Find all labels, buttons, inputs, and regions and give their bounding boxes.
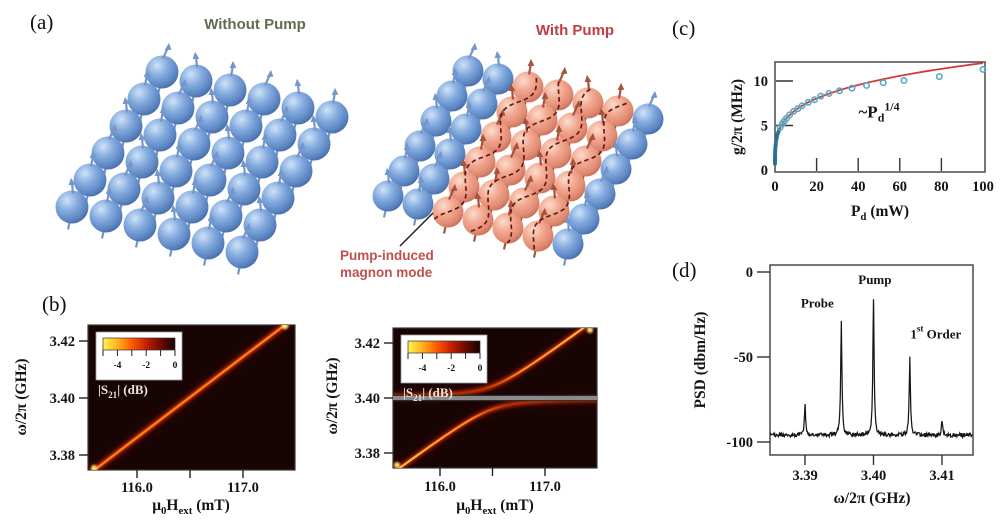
svg-text:-2: -2 — [142, 361, 150, 371]
svg-text:-4: -4 — [113, 361, 121, 371]
panel-a-label: (a) — [30, 10, 54, 34]
svg-text:PSD (dbm/Hz): PSD (dbm/Hz) — [692, 312, 709, 409]
svg-text:μ0Hext (mT): μ0Hext (mT) — [152, 497, 230, 517]
svg-text:-100: -100 — [726, 435, 753, 451]
svg-text:ω/2π (GHz): ω/2π (GHz) — [13, 358, 30, 435]
panel-b-heatmaps: -4 -2 0 |S21| (dB) 3.38 3.40 3.42 116.0 117.0 ω/2… — [13, 324, 598, 517]
svg-text:-2: -2 — [447, 364, 455, 374]
svg-text:117.0: 117.0 — [227, 480, 259, 496]
svg-text:-50: -50 — [734, 350, 753, 366]
svg-text:3.39: 3.39 — [792, 468, 817, 484]
panel-d-spectrum: 0 -50 -100 3.39 3.40 3.41 Probe Pump 1st Order PS… — [692, 264, 974, 507]
svg-text:3.38: 3.38 — [50, 448, 75, 464]
svg-text:3.41: 3.41 — [929, 468, 954, 484]
svg-text:0: 0 — [478, 364, 483, 374]
svg-text:|S21| (dB): |S21| (dB) — [403, 385, 453, 403]
svg-text:20: 20 — [809, 179, 824, 195]
svg-text:0: 0 — [746, 265, 753, 281]
panel-c-coupling-plot: 0 20 40 60 80 100 0 5 10 ~Pd1/4 g/2π (MHz) Pd (mW) — [729, 61, 994, 223]
svg-text:1st Order: 1st Order — [910, 323, 961, 341]
svg-text:117.0: 117.0 — [529, 479, 561, 495]
with-pump-title: With Pump — [535, 22, 615, 39]
pump-induced-magnon-label: Pump-induced magnon mode — [340, 248, 434, 281]
svg-text:ω/2π (GHz): ω/2π (GHz) — [324, 357, 341, 434]
svg-text:40: 40 — [851, 179, 866, 195]
svg-text:|S21| (dB): |S21| (dB) — [98, 382, 148, 400]
panel-a-illustration — [55, 42, 664, 275]
without-pump-title: Without Pump — [204, 16, 306, 33]
svg-text:0: 0 — [771, 179, 778, 195]
svg-text:Pd (mW): Pd (mW) — [851, 203, 909, 223]
svg-text:3.40: 3.40 — [861, 468, 886, 484]
svg-text:g/2π (MHz): g/2π (MHz) — [729, 79, 746, 155]
panel-b-label: (b) — [42, 292, 67, 316]
svg-text:3.42: 3.42 — [355, 336, 380, 352]
svg-text:60: 60 — [893, 179, 908, 195]
svg-text:-4: -4 — [418, 364, 426, 374]
svg-text:3.40: 3.40 — [50, 391, 75, 407]
svg-text:Probe: Probe — [801, 296, 834, 311]
svg-text:3.42: 3.42 — [50, 334, 75, 350]
svg-text:0: 0 — [173, 361, 178, 371]
svg-text:μ0Hext (mT): μ0Hext (mT) — [456, 497, 534, 517]
svg-text:3.40: 3.40 — [355, 391, 380, 407]
svg-text:116.0: 116.0 — [424, 479, 456, 495]
svg-text:ω/2π (GHz): ω/2π (GHz) — [833, 490, 910, 507]
svg-text:3.38: 3.38 — [355, 446, 380, 462]
svg-text:0: 0 — [761, 163, 768, 179]
svg-text:100: 100 — [972, 179, 994, 195]
panel-d-label: (d) — [672, 258, 697, 282]
svg-text:116.0: 116.0 — [121, 480, 153, 496]
svg-text:Pump: Pump — [858, 272, 891, 287]
panel-c-label: (c) — [672, 16, 696, 40]
svg-text:80: 80 — [934, 179, 949, 195]
svg-text:10: 10 — [754, 74, 769, 90]
svg-text:~Pd1/4: ~Pd1/4 — [858, 99, 899, 124]
svg-text:5: 5 — [761, 119, 768, 135]
